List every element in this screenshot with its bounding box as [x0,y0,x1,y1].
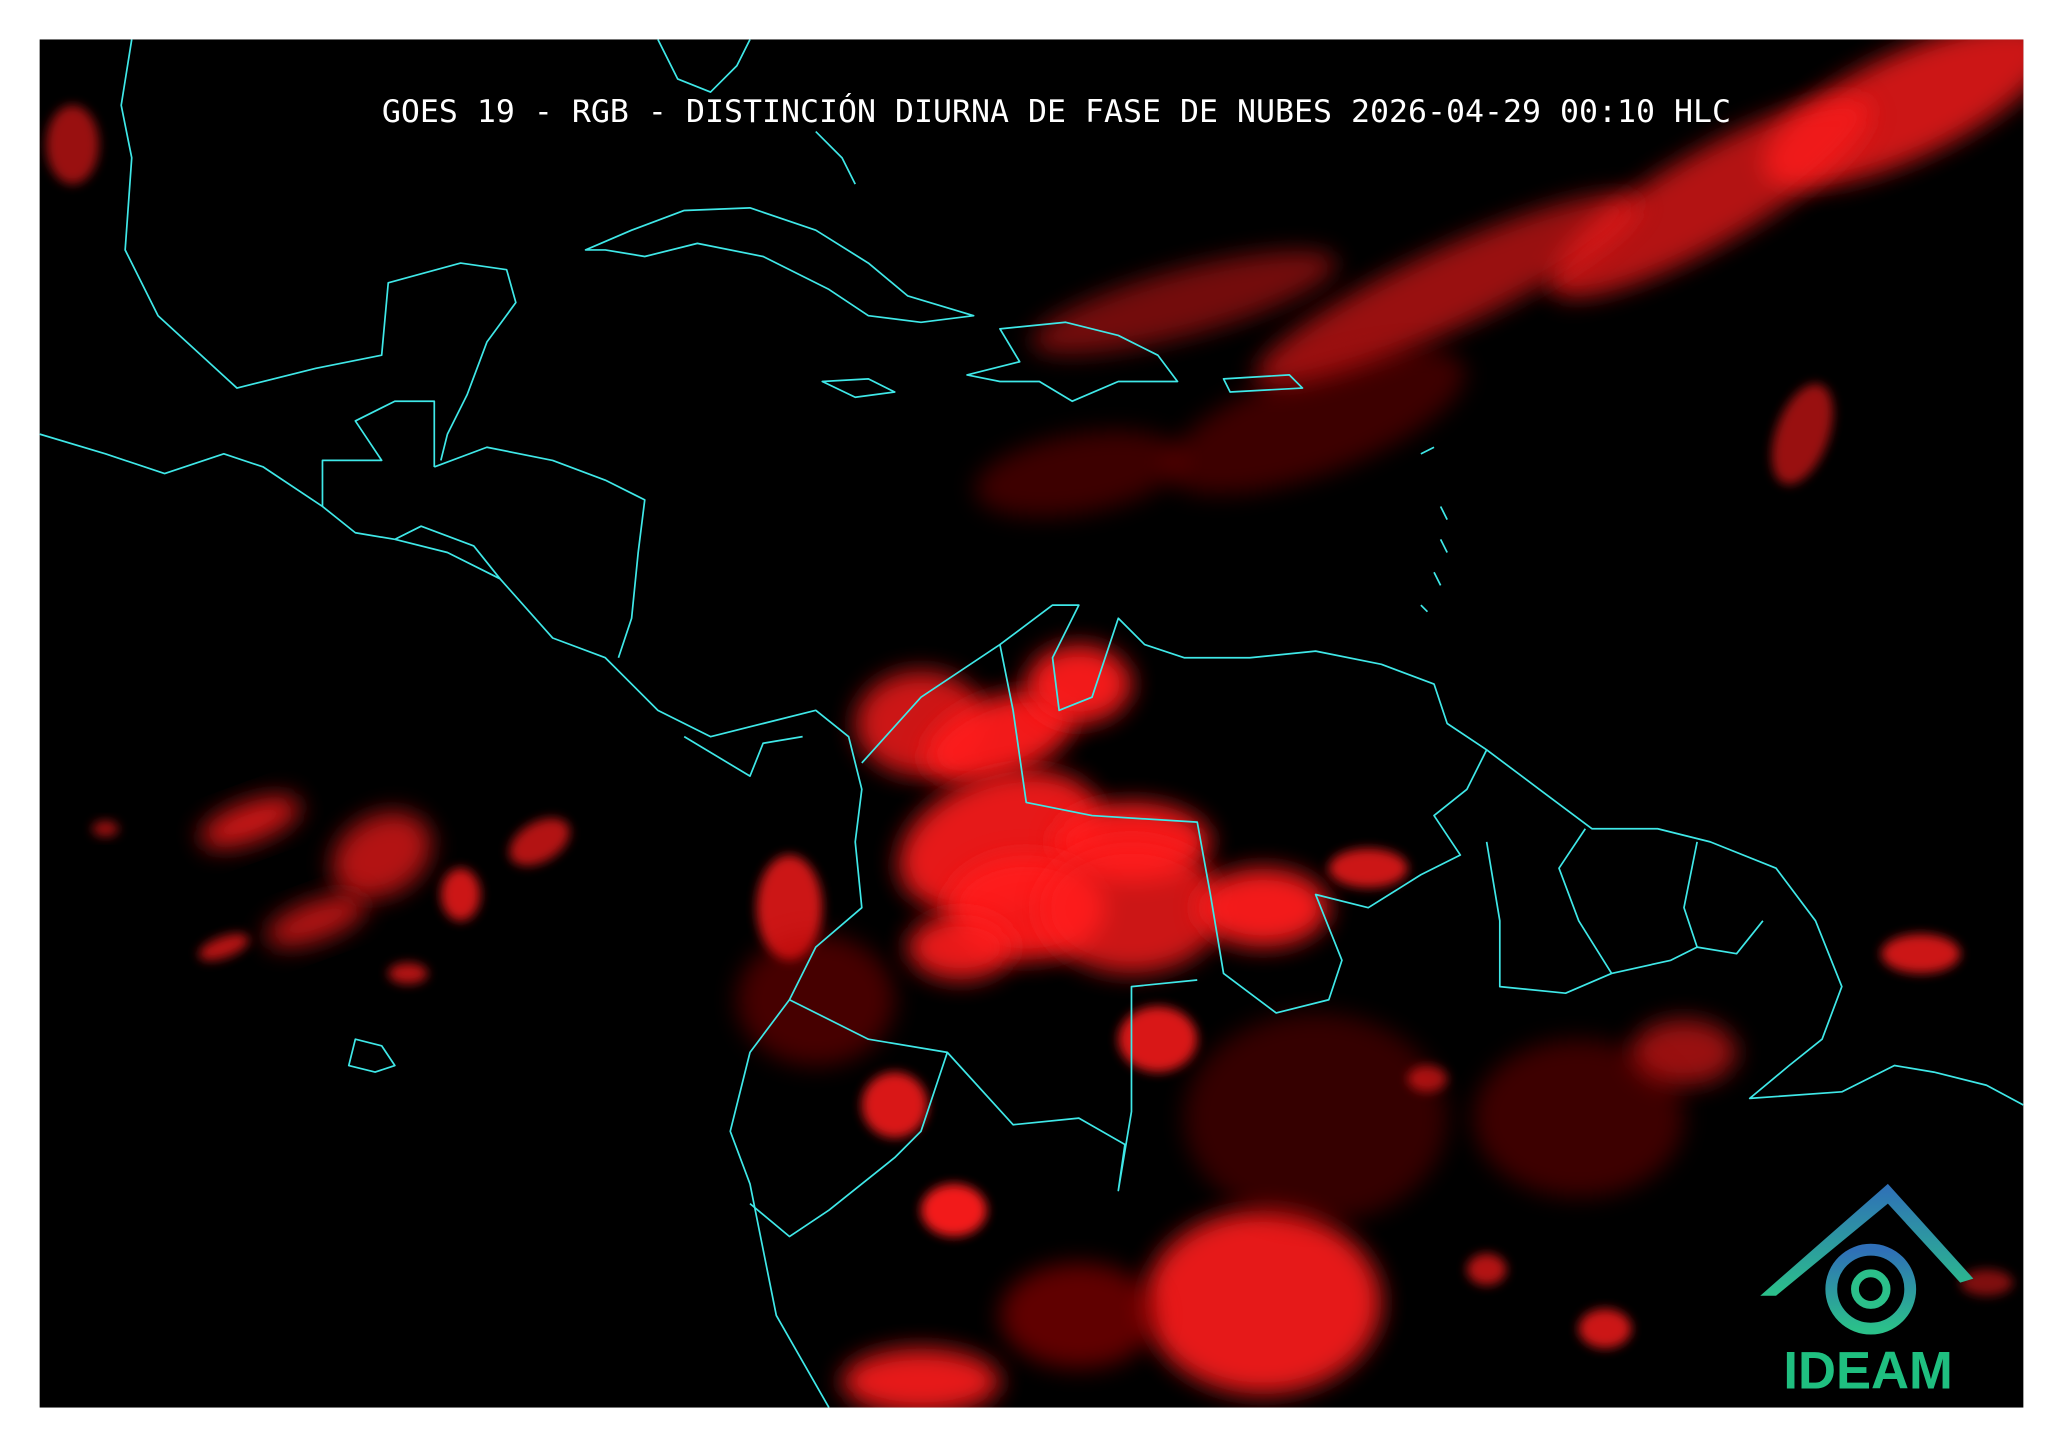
cloud [861,1072,928,1138]
island [584,206,975,324]
cloud [1255,193,1639,386]
coastline [433,446,646,658]
cloud [1118,1006,1198,1073]
cloud [921,1183,987,1237]
logo-mountain [1760,1183,1974,1296]
cloud [265,894,366,947]
coastline [39,433,863,1408]
cloud [198,933,249,961]
cloud [1771,383,1833,485]
cloud [1184,1012,1448,1224]
cloud [200,796,301,848]
cloud [1578,1308,1632,1349]
cloud [1197,868,1329,948]
coastline [120,39,517,461]
cloud [1026,644,1132,724]
cloud [388,962,428,984]
cloud [332,811,432,899]
cloud [1166,347,1466,495]
logo-swirl [1825,1243,1917,1335]
cloud [924,690,1076,783]
coastline [861,604,2024,1106]
cloud [1144,1210,1382,1395]
cloud [974,430,1183,517]
island [347,39,1448,1073]
coastlines [39,39,2024,1408]
cloud [756,855,823,961]
cloud-layer [46,39,2024,1408]
border [321,400,803,777]
cloud [999,1262,1158,1369]
cloud [509,818,570,866]
cloud [1031,250,1337,355]
cloud [1473,1039,1684,1198]
cloud [907,914,1014,981]
cloud [1328,848,1408,888]
cloud [46,105,99,185]
cloud [736,933,895,1066]
ideam-logo: IDEAM [1760,1183,1974,1401]
logo-swirl-inner [1851,1269,1891,1309]
island [821,321,1304,403]
cloud [1039,841,1224,974]
border [749,644,1764,1238]
cloud [1466,1253,1507,1286]
cloud [1407,1065,1448,1092]
logo-text: IDEAM [1783,1342,1953,1401]
cloud [1960,1269,2013,1296]
cloud [1881,933,1961,974]
cloud [92,820,119,837]
cloud [842,1348,1000,1408]
cloud [440,868,481,921]
map-title: GOES 19 - RGB - DISTINCIÓN DIURNA DE FAS… [382,91,1731,130]
cloud [1549,96,1872,298]
